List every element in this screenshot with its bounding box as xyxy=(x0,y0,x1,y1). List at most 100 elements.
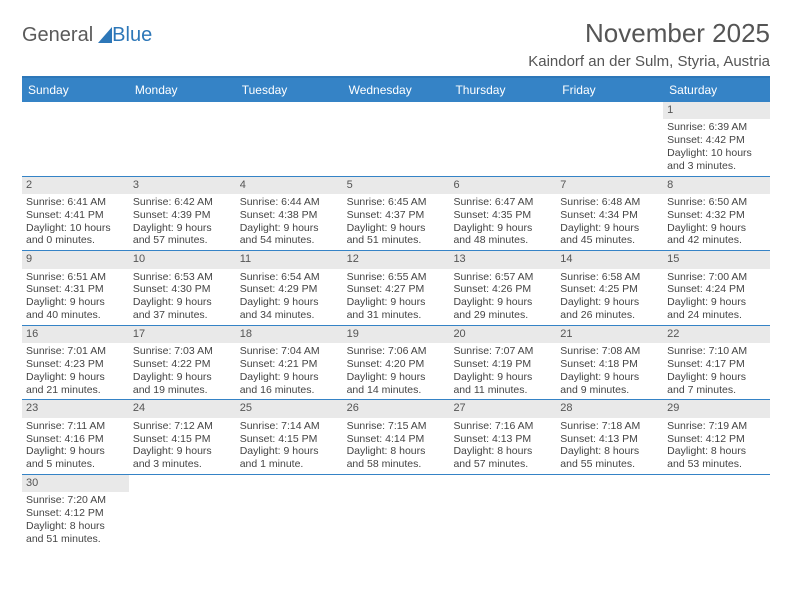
day-number: 18 xyxy=(236,326,343,343)
sunset-line: Sunset: 4:15 PM xyxy=(133,433,232,446)
day-number: 17 xyxy=(129,326,236,343)
day-number: 8 xyxy=(663,177,770,194)
sunset-line: Sunset: 4:38 PM xyxy=(240,209,339,222)
sunset-line: Sunset: 4:26 PM xyxy=(453,283,552,296)
daylight-line: and 29 minutes. xyxy=(453,309,552,322)
daylight-line: and 16 minutes. xyxy=(240,384,339,397)
daylight-line: Daylight: 9 hours xyxy=(347,371,446,384)
daylight-line: Daylight: 9 hours xyxy=(453,222,552,235)
daylight-line: and 34 minutes. xyxy=(240,309,339,322)
daylight-line: Daylight: 8 hours xyxy=(453,445,552,458)
daylight-line: and 51 minutes. xyxy=(347,234,446,247)
empty-cell xyxy=(22,102,129,176)
daylight-line: Daylight: 9 hours xyxy=(667,296,766,309)
sunset-line: Sunset: 4:35 PM xyxy=(453,209,552,222)
sunset-line: Sunset: 4:41 PM xyxy=(26,209,125,222)
daylight-line: Daylight: 9 hours xyxy=(26,296,125,309)
daylight-line: Daylight: 8 hours xyxy=(347,445,446,458)
day-number: 28 xyxy=(556,400,663,417)
sunrise-line: Sunrise: 6:42 AM xyxy=(133,196,232,209)
daylight-line: Daylight: 9 hours xyxy=(560,371,659,384)
daylight-line: Daylight: 9 hours xyxy=(667,371,766,384)
day-number: 4 xyxy=(236,177,343,194)
sunset-line: Sunset: 4:29 PM xyxy=(240,283,339,296)
daylight-line: and 54 minutes. xyxy=(240,234,339,247)
daylight-line: and 11 minutes. xyxy=(453,384,552,397)
daylight-line: and 19 minutes. xyxy=(133,384,232,397)
daylight-line: Daylight: 9 hours xyxy=(453,296,552,309)
day-number: 19 xyxy=(343,326,450,343)
daylight-line: and 5 minutes. xyxy=(26,458,125,471)
day-number: 9 xyxy=(22,251,129,268)
sunrise-line: Sunrise: 6:55 AM xyxy=(347,271,446,284)
daylight-line: and 57 minutes. xyxy=(453,458,552,471)
daylight-line: Daylight: 9 hours xyxy=(240,371,339,384)
week-row: 9Sunrise: 6:51 AMSunset: 4:31 PMDaylight… xyxy=(22,251,770,326)
sunrise-line: Sunrise: 6:53 AM xyxy=(133,271,232,284)
empty-cell xyxy=(449,102,556,176)
day-number: 24 xyxy=(129,400,236,417)
daylight-line: and 53 minutes. xyxy=(667,458,766,471)
sunrise-line: Sunrise: 6:41 AM xyxy=(26,196,125,209)
sunrise-line: Sunrise: 6:57 AM xyxy=(453,271,552,284)
day-cell: 16Sunrise: 7:01 AMSunset: 4:23 PMDayligh… xyxy=(22,326,129,400)
sunset-line: Sunset: 4:12 PM xyxy=(26,507,125,520)
sunset-line: Sunset: 4:13 PM xyxy=(560,433,659,446)
daylight-line: Daylight: 9 hours xyxy=(240,445,339,458)
day-number: 29 xyxy=(663,400,770,417)
day-number: 10 xyxy=(129,251,236,268)
day-number: 5 xyxy=(343,177,450,194)
day-number: 26 xyxy=(343,400,450,417)
daylight-line: and 37 minutes. xyxy=(133,309,232,322)
day-cell: 15Sunrise: 7:00 AMSunset: 4:24 PMDayligh… xyxy=(663,251,770,325)
daylight-line: Daylight: 8 hours xyxy=(560,445,659,458)
empty-cell xyxy=(663,475,770,549)
day-cell: 2Sunrise: 6:41 AMSunset: 4:41 PMDaylight… xyxy=(22,177,129,251)
empty-cell xyxy=(449,475,556,549)
logo-blue: Blue xyxy=(112,24,152,47)
day-cell: 22Sunrise: 7:10 AMSunset: 4:17 PMDayligh… xyxy=(663,326,770,400)
sunset-line: Sunset: 4:32 PM xyxy=(667,209,766,222)
daylight-line: and 55 minutes. xyxy=(560,458,659,471)
day-header-cell: Saturday xyxy=(663,78,770,102)
daylight-line: and 26 minutes. xyxy=(560,309,659,322)
sunset-line: Sunset: 4:22 PM xyxy=(133,358,232,371)
sunset-line: Sunset: 4:37 PM xyxy=(347,209,446,222)
sunset-line: Sunset: 4:23 PM xyxy=(26,358,125,371)
day-cell: 19Sunrise: 7:06 AMSunset: 4:20 PMDayligh… xyxy=(343,326,450,400)
sunset-line: Sunset: 4:18 PM xyxy=(560,358,659,371)
daylight-line: and 57 minutes. xyxy=(133,234,232,247)
sunrise-line: Sunrise: 6:50 AM xyxy=(667,196,766,209)
day-cell: 13Sunrise: 6:57 AMSunset: 4:26 PMDayligh… xyxy=(449,251,556,325)
empty-cell xyxy=(343,475,450,549)
sunrise-line: Sunrise: 7:00 AM xyxy=(667,271,766,284)
sunset-line: Sunset: 4:16 PM xyxy=(26,433,125,446)
daylight-line: Daylight: 9 hours xyxy=(240,222,339,235)
day-cell: 29Sunrise: 7:19 AMSunset: 4:12 PMDayligh… xyxy=(663,400,770,474)
day-cell: 3Sunrise: 6:42 AMSunset: 4:39 PMDaylight… xyxy=(129,177,236,251)
day-cell: 23Sunrise: 7:11 AMSunset: 4:16 PMDayligh… xyxy=(22,400,129,474)
sunrise-line: Sunrise: 6:58 AM xyxy=(560,271,659,284)
empty-cell xyxy=(556,102,663,176)
sunset-line: Sunset: 4:27 PM xyxy=(347,283,446,296)
day-cell: 11Sunrise: 6:54 AMSunset: 4:29 PMDayligh… xyxy=(236,251,343,325)
daylight-line: Daylight: 9 hours xyxy=(26,445,125,458)
day-header-cell: Thursday xyxy=(449,78,556,102)
sunrise-line: Sunrise: 7:08 AM xyxy=(560,345,659,358)
day-cell: 30Sunrise: 7:20 AMSunset: 4:12 PMDayligh… xyxy=(22,475,129,549)
sunrise-line: Sunrise: 6:45 AM xyxy=(347,196,446,209)
day-number: 6 xyxy=(449,177,556,194)
day-cell: 14Sunrise: 6:58 AMSunset: 4:25 PMDayligh… xyxy=(556,251,663,325)
daylight-line: and 48 minutes. xyxy=(453,234,552,247)
day-cell: 18Sunrise: 7:04 AMSunset: 4:21 PMDayligh… xyxy=(236,326,343,400)
sunset-line: Sunset: 4:24 PM xyxy=(667,283,766,296)
empty-cell xyxy=(556,475,663,549)
daylight-line: Daylight: 10 hours xyxy=(26,222,125,235)
week-row: 23Sunrise: 7:11 AMSunset: 4:16 PMDayligh… xyxy=(22,400,770,475)
daylight-line: and 40 minutes. xyxy=(26,309,125,322)
daylight-line: Daylight: 9 hours xyxy=(133,222,232,235)
sunrise-line: Sunrise: 6:48 AM xyxy=(560,196,659,209)
daylight-line: Daylight: 9 hours xyxy=(453,371,552,384)
day-number: 1 xyxy=(663,102,770,119)
sunset-line: Sunset: 4:17 PM xyxy=(667,358,766,371)
